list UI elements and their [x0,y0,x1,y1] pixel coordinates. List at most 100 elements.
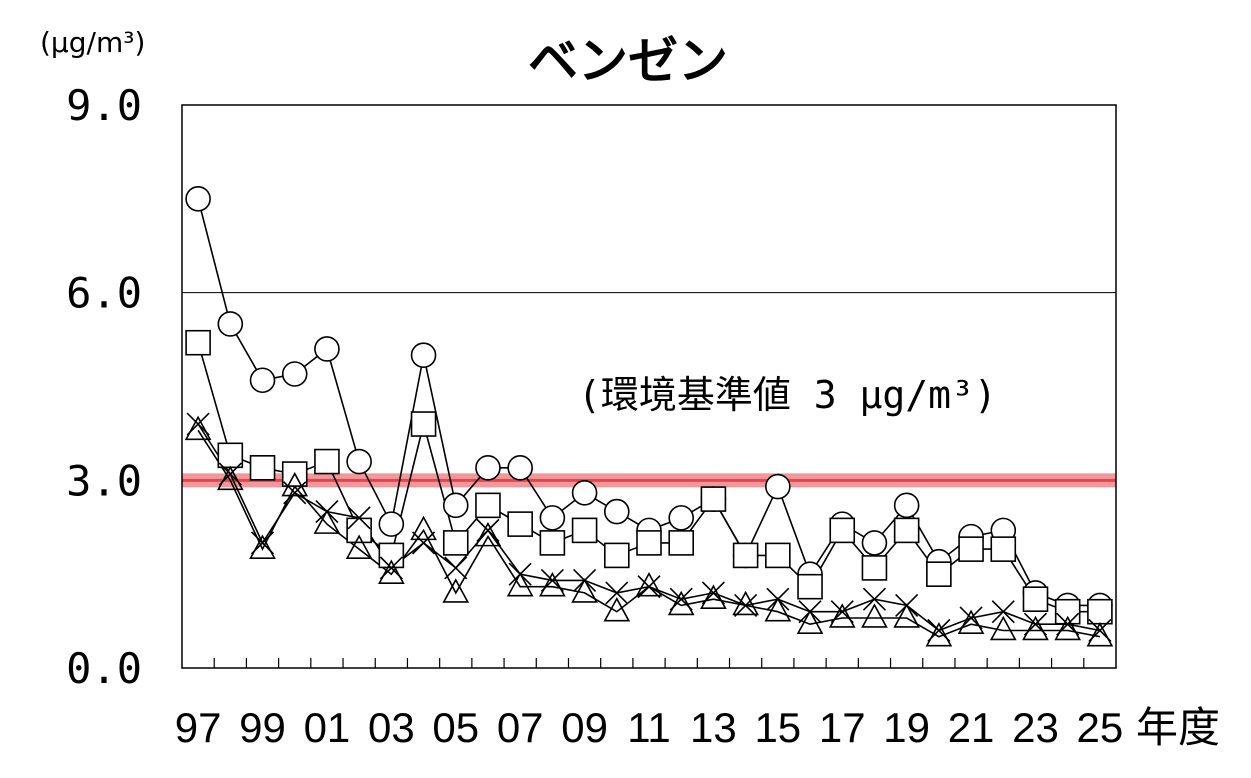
reference-layer [182,473,1116,488]
y-unit-label: (μg/m³) [40,26,145,59]
data-point-square [507,511,533,537]
data-point-triangle [506,572,534,597]
data-point-circle [185,186,211,212]
data-point-square [893,517,920,544]
data-point-triangle [861,603,888,628]
data-point-square [861,555,888,581]
data-point-triangle [667,590,695,616]
data-point-square [732,542,759,569]
data-point-cross [991,600,1015,624]
data-point-square [765,542,791,569]
series-markers-layer [184,186,1114,647]
x-tick-label: 03 [368,704,415,751]
data-point-circle [249,367,276,394]
data-point-cross [637,575,661,599]
data-point-circle [281,361,308,387]
data-point-triangle [571,578,598,603]
data-point-square [249,455,276,481]
data-point-square [378,542,405,569]
x-tick-label: 25 [1077,704,1124,751]
data-point-circle [539,505,566,531]
data-point-circle [861,530,888,556]
x-axis-label: 年度 [1136,703,1220,752]
data-point-cross [862,587,887,611]
data-point-triangle [313,509,341,534]
data-point-triangle [700,584,727,609]
x-tick-label: 19 [883,704,930,751]
data-point-circle [442,492,469,519]
data-point-triangle [796,609,824,635]
data-point-triangle [281,471,309,497]
y-tick-label: 3.0 [66,456,142,505]
data-point-cross [444,556,468,580]
x-tick-label: 15 [754,704,801,751]
x-tick-label: 13 [690,704,737,751]
x-tick-label: 05 [432,704,479,751]
data-point-square [314,448,340,475]
data-point-square [217,442,244,469]
data-point-circle [314,336,340,362]
data-point-triangle [732,590,759,616]
chart-title: ベンゼン [528,32,728,90]
data-point-square [442,530,469,556]
data-point-circle [765,473,791,500]
data-point-square [1054,598,1081,625]
data-point-cross [347,506,371,530]
x-tick-label: 21 [948,704,995,751]
data-point-square [539,530,566,556]
data-point-square [700,486,727,512]
data-point-triangle [249,534,276,559]
data-point-triangle [764,597,792,622]
data-point-circle [346,448,372,475]
x-tick-label: 01 [304,704,351,751]
data-point-cross [411,531,436,555]
data-point-circle [217,311,244,337]
x-tick-label: 07 [497,704,544,751]
x-tick-labels: 97 99 01 03 05 07 09 11 13 15 17 19 21 23 25 [175,704,1124,751]
y-tick-label: 0.0 [66,644,142,693]
data-point-square [797,573,823,600]
data-point-triangle [603,597,631,622]
x-tick-label: 17 [819,704,866,751]
data-point-square [410,411,437,437]
x-tick-label: 09 [561,704,608,751]
x-tick-label: 23 [1012,704,1059,751]
data-point-triangle [1086,622,1114,647]
x-tick-marks [213,658,1085,668]
data-point-circle [378,511,405,537]
data-point-square [636,530,662,556]
y-tick-label: 6.0 [66,269,142,318]
data-point-triangle [1054,615,1082,641]
plot-frame [181,104,1117,669]
data-point-triangle [828,603,856,628]
data-point-cross [605,581,629,605]
data-point-circle [410,342,437,369]
data-point-circle [668,505,695,531]
data-point-square [829,517,856,544]
data-point-triangle [1022,615,1049,641]
data-point-triangle [184,415,212,441]
data-point-square [1022,586,1049,612]
x-tick-label: 97 [175,704,222,751]
data-point-cross [734,593,758,618]
data-point-square [346,517,372,544]
data-point-circle [603,498,630,525]
data-point-triangle [377,559,405,584]
y-tick-labels: 0.0 3.0 6.0 9.0 [66,81,142,693]
data-point-triangle [442,578,470,603]
data-point-triangle [635,572,663,597]
data-point-circle [893,492,920,519]
data-point-circle [507,455,533,481]
data-point-triangle [345,534,373,559]
data-point-square [603,542,630,569]
data-point-square [990,536,1017,562]
data-point-triangle [474,521,502,547]
data-point-triangle [989,615,1017,641]
data-point-square [571,517,598,544]
x-tick-label: 99 [239,704,286,751]
data-point-triangle [893,603,921,628]
data-point-square [1087,598,1113,625]
reference-line-label: (環境基準値 3 μg/m³) [578,373,997,417]
x-tick-label: 11 [627,704,671,751]
data-point-triangle [216,465,244,491]
